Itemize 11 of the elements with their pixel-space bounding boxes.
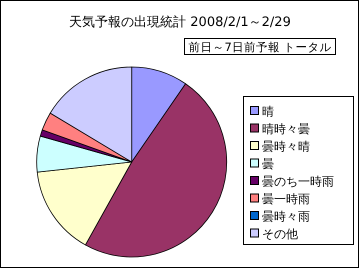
legend-label: 曇 bbox=[262, 157, 274, 171]
subtitle: 前日～7日前予報 トータル bbox=[184, 38, 336, 55]
legend-label: 曇時々雨 bbox=[262, 210, 310, 224]
legend-label: 晴 bbox=[262, 104, 274, 118]
legend-label: 晴時々曇 bbox=[262, 122, 310, 136]
legend-label: その他 bbox=[262, 227, 298, 241]
legend-label: 曇一時雨 bbox=[262, 192, 310, 206]
title: 天気予報の出現統計 2008/2/1～2/29 bbox=[69, 15, 291, 30]
legend-label: 曇時々晴 bbox=[262, 140, 310, 154]
legend-label: 曇のち一時雨 bbox=[262, 174, 334, 188]
chart-subtitle: 前日～7日前予報 トータル bbox=[188, 40, 332, 54]
